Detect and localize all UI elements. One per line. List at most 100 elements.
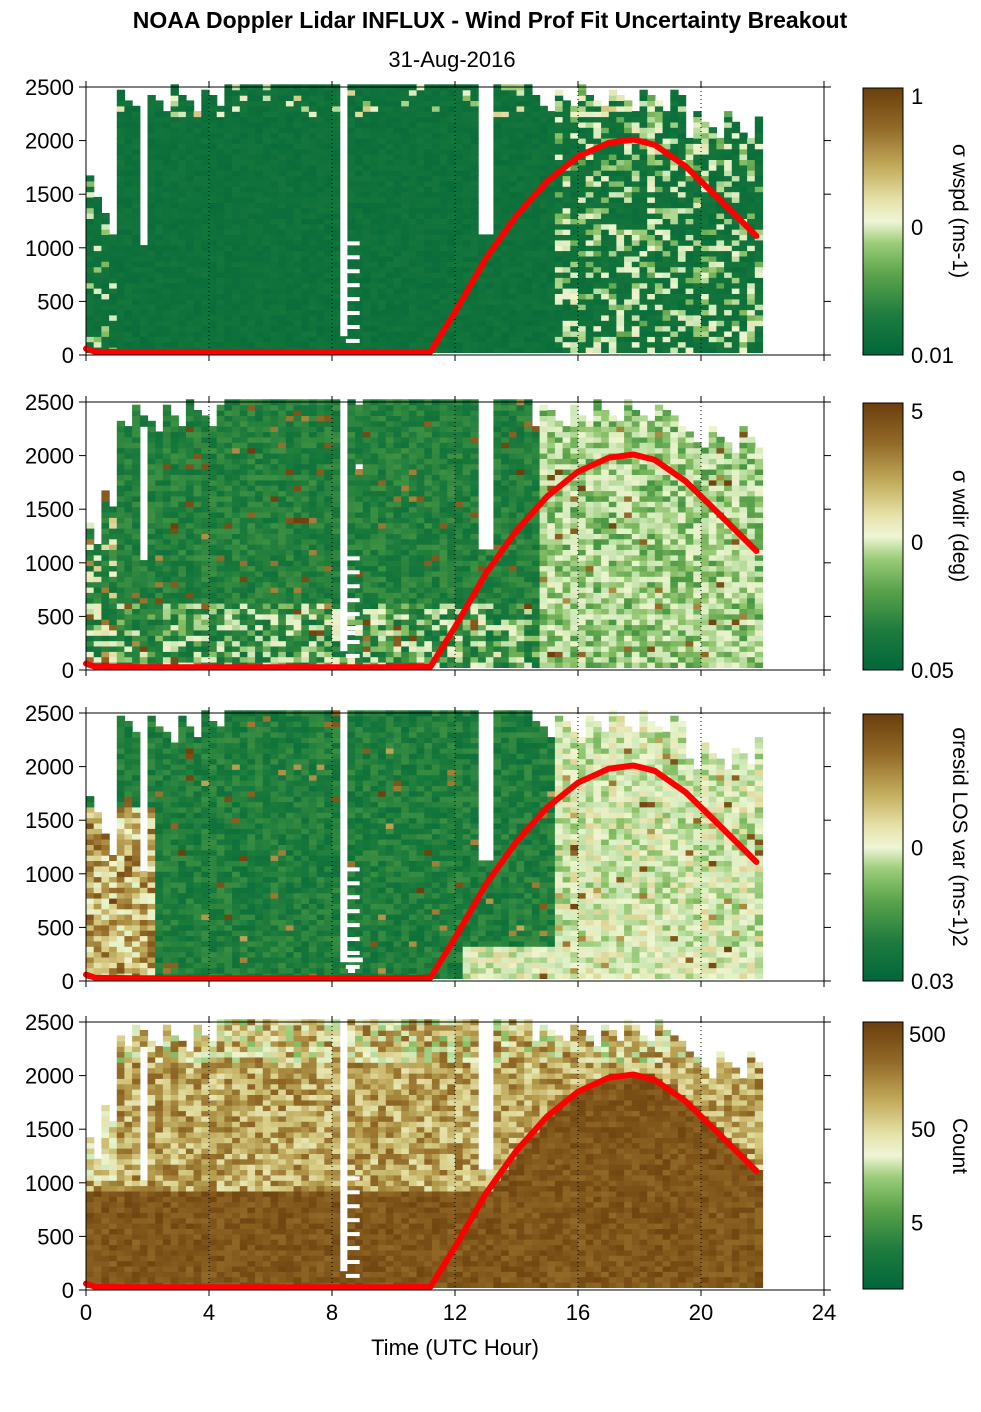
- heatmap-cell: [578, 105, 587, 112]
- heatmap-cell: [393, 277, 402, 284]
- heatmap-cell: [439, 202, 448, 209]
- heatmap-cell: [647, 250, 656, 257]
- heatmap-cell: [378, 314, 387, 321]
- heatmap-cell: [739, 298, 748, 305]
- heatmap-cell: [147, 255, 156, 262]
- heatmap-cell: [347, 223, 356, 230]
- heatmap-cell: [93, 624, 102, 631]
- heatmap-cell: [239, 116, 249, 123]
- heatmap-cell: [247, 132, 256, 139]
- heatmap-cell: [647, 293, 656, 300]
- heatmap-cell: [255, 282, 264, 289]
- heatmap-cell: [209, 581, 218, 588]
- heatmap-cell: [278, 229, 287, 235]
- heatmap-cell: [631, 245, 641, 252]
- heatmap-cell: [285, 202, 295, 209]
- heatmap-cell: [631, 314, 641, 321]
- heatmap-cell: [239, 581, 249, 588]
- heatmap-cell: [278, 100, 287, 107]
- heatmap-cell: [132, 239, 141, 246]
- heatmap-cell: [216, 538, 225, 545]
- heatmap-cell: [470, 143, 479, 150]
- heatmap-cell: [539, 266, 548, 273]
- heatmap-cell: [278, 159, 287, 166]
- heatmap-cell: [193, 223, 202, 230]
- heatmap-cell: [224, 170, 233, 177]
- heatmap-cell: [547, 255, 556, 262]
- heatmap-cell: [416, 148, 425, 155]
- heatmap-cell: [447, 325, 456, 332]
- heatmap-cell: [209, 485, 218, 492]
- heatmap-cell: [93, 608, 102, 615]
- heatmap-cell: [562, 207, 571, 214]
- heatmap-cell: [101, 645, 110, 652]
- heatmap-cell: [385, 95, 395, 101]
- heatmap-cell: [731, 282, 741, 289]
- heatmap-cell: [624, 277, 633, 284]
- heatmap-cell: [270, 175, 279, 182]
- heatmap-cell: [216, 452, 225, 459]
- heatmap-cell: [155, 469, 164, 475]
- heatmap-cell: [278, 314, 287, 321]
- heatmap-cell: [270, 127, 279, 134]
- heatmap-cell: [178, 517, 187, 524]
- heatmap-cell: [239, 533, 249, 540]
- heatmap-cell: [570, 239, 579, 246]
- heatmap-cell: [162, 191, 172, 198]
- heatmap-cell: [109, 629, 118, 636]
- heatmap-cell: [578, 325, 587, 332]
- heatmap-cell: [162, 586, 172, 593]
- heatmap-cell: [639, 170, 648, 177]
- heatmap-cell: [493, 170, 502, 177]
- heatmap-cell: [647, 191, 656, 198]
- heatmap-cell: [201, 229, 210, 235]
- heatmap-cell: [731, 180, 741, 187]
- heatmap-cell: [139, 624, 149, 631]
- heatmap-cell: [539, 239, 548, 246]
- heatmap-cell: [170, 100, 179, 107]
- heatmap-cell: [393, 298, 402, 305]
- heatmap-cell: [155, 517, 164, 524]
- heatmap-cell: [239, 105, 249, 112]
- heatmap-cell: [124, 624, 133, 631]
- heatmap-cell: [370, 213, 379, 219]
- heatmap-cell: [209, 447, 218, 454]
- heatmap-cell: [362, 325, 372, 332]
- heatmap-cell: [631, 164, 641, 171]
- heatmap-cell: [239, 501, 249, 508]
- heatmap-cell: [601, 304, 610, 311]
- heatmap-cell: [677, 213, 687, 219]
- heatmap-cell: [232, 159, 241, 166]
- heatmap-cell: [101, 250, 110, 257]
- heatmap-cell: [224, 234, 233, 241]
- heatmap-cell: [624, 159, 633, 166]
- heatmap-cell: [116, 592, 126, 599]
- heatmap-cell: [285, 116, 295, 123]
- heatmap-cell: [86, 624, 95, 631]
- heatmap-cell: [162, 341, 172, 348]
- heatmap-cell: [701, 245, 710, 252]
- heatmap-cell: [501, 234, 510, 241]
- heatmap-cell: [385, 202, 395, 209]
- heatmap-cell: [493, 261, 502, 268]
- heatmap-cell: [247, 250, 256, 257]
- heatmap-cell: [408, 164, 418, 171]
- heatmap-cell: [608, 132, 618, 139]
- heatmap-cell: [508, 255, 518, 262]
- heatmap-cell: [370, 196, 379, 203]
- heatmap-cell: [147, 436, 156, 443]
- heatmap-cell: [93, 656, 102, 663]
- heatmap-cell: [162, 250, 172, 257]
- heatmap-cell: [278, 288, 287, 294]
- heatmap-cell: [747, 202, 756, 209]
- heatmap-cell: [693, 148, 702, 155]
- heatmap-cell: [631, 341, 641, 348]
- heatmap-cell: [147, 105, 156, 112]
- heatmap-cell: [670, 100, 679, 107]
- heatmap-cell: [724, 320, 733, 327]
- heatmap-cell: [754, 347, 764, 353]
- heatmap-cell: [447, 266, 456, 273]
- heatmap-cell: [608, 143, 618, 150]
- heatmap-cell: [308, 304, 318, 311]
- heatmap-cell: [178, 95, 187, 101]
